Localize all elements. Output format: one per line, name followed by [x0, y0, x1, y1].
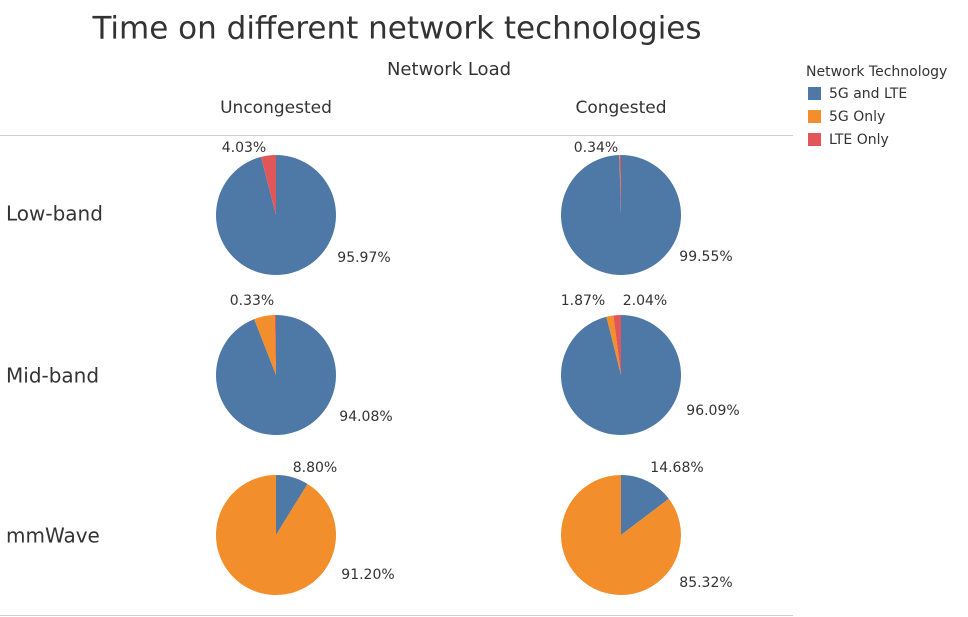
- pie-slice: [260, 155, 276, 215]
- pie-slice: [216, 155, 337, 275]
- data-label: 99.55%: [679, 249, 732, 265]
- data-label: 94.08%: [339, 409, 392, 425]
- row-label: mmWave: [6, 524, 100, 548]
- legend-label: LTE Only: [829, 132, 889, 148]
- legend-swatch: [808, 87, 821, 100]
- data-label: 8.80%: [293, 460, 337, 476]
- column-header: Network Load: [387, 59, 511, 80]
- data-label: 4.03%: [222, 140, 266, 156]
- data-label: 85.32%: [679, 575, 732, 591]
- pie-slice: [276, 475, 308, 535]
- data-label: 1.87%: [561, 293, 605, 309]
- legend-label: 5G Only: [829, 109, 885, 125]
- data-label: 0.33%: [230, 293, 274, 309]
- pie-slice: [215, 475, 336, 595]
- data-label: 95.97%: [337, 250, 390, 266]
- column-label: Uncongested: [220, 98, 332, 118]
- legend-swatch: [808, 110, 821, 123]
- pie-slice: [561, 155, 682, 276]
- data-label: 14.68%: [650, 460, 703, 476]
- pie-slice: [254, 315, 276, 375]
- row-label: Mid-band: [6, 364, 99, 388]
- pie-slice: [619, 155, 621, 215]
- legend-title: Network Technology: [806, 64, 947, 80]
- title: Time on different network technologies: [91, 11, 701, 47]
- legend-swatch: [808, 133, 821, 146]
- pie-slice: [561, 475, 681, 596]
- row-label: Low-band: [6, 202, 103, 226]
- pie-slice: [274, 315, 276, 375]
- pie-slice: [619, 155, 621, 215]
- column-label: Congested: [575, 98, 666, 118]
- pie-slice: [606, 315, 621, 375]
- data-label: 91.20%: [341, 567, 394, 583]
- data-label: 0.34%: [574, 140, 618, 156]
- pie-slice: [621, 475, 669, 535]
- data-label: 2.04%: [623, 293, 667, 309]
- data-label: 96.09%: [686, 403, 739, 419]
- pie-slice: [613, 315, 621, 375]
- pie-slice: [560, 315, 681, 436]
- legend-label: 5G and LTE: [829, 86, 907, 102]
